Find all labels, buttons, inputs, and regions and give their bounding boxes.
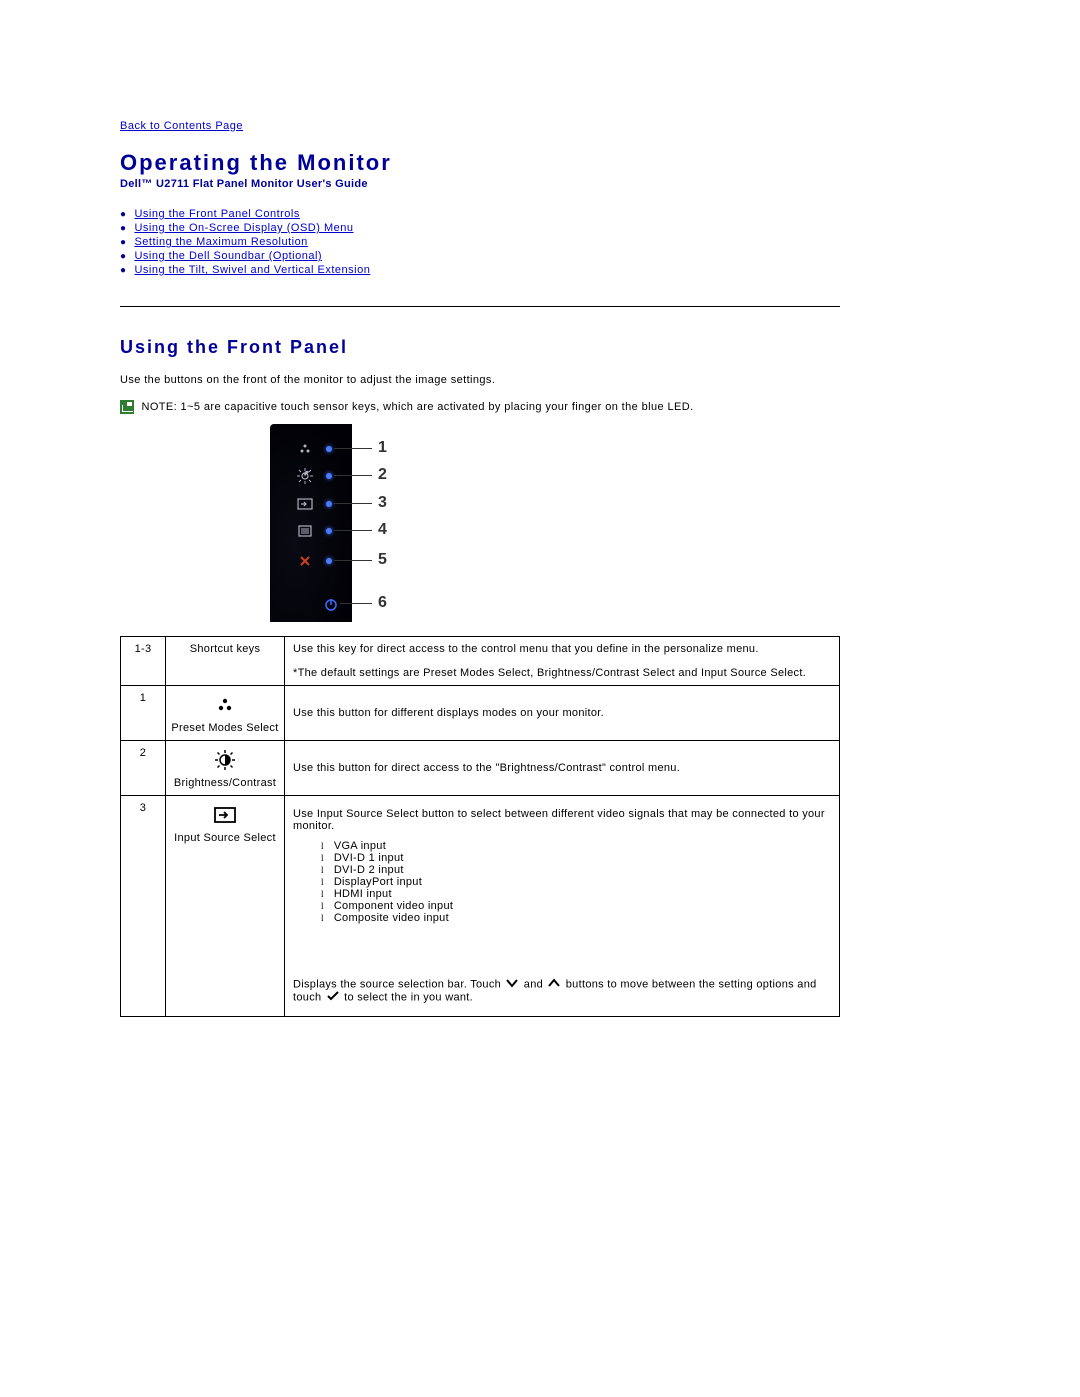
callout-line bbox=[334, 560, 372, 561]
callout-line bbox=[334, 503, 372, 504]
input-source-icon bbox=[170, 804, 280, 826]
callout-number: 2 bbox=[378, 466, 387, 484]
input-item: HDMI input bbox=[321, 888, 831, 900]
down-arrow-icon bbox=[506, 978, 518, 991]
page-subtitle: Dell™ U2711 Flat Panel Monitor User's Gu… bbox=[120, 178, 1040, 190]
input-item: VGA input bbox=[321, 840, 831, 852]
callout-number: 6 bbox=[378, 594, 387, 612]
input-list: VGA input DVI-D 1 input DVI-D 2 input Di… bbox=[321, 840, 831, 924]
page-title: Operating the Monitor bbox=[120, 150, 1040, 176]
panel-btn-brightness-icon bbox=[296, 467, 314, 485]
note: NOTE: 1~5 are capacitive touch sensor ke… bbox=[120, 400, 1040, 414]
panel-btn-menu-icon bbox=[296, 522, 314, 540]
row-label: Input Source Select bbox=[166, 796, 285, 1017]
input-item: DVI-D 2 input bbox=[321, 864, 831, 876]
note-text: 1~5 are capacitive touch sensor keys, wh… bbox=[177, 401, 693, 413]
row-number: 3 bbox=[121, 796, 166, 1017]
callout-number: 1 bbox=[378, 439, 387, 457]
input-item: Component video input bbox=[321, 900, 831, 912]
controls-table: 1-3 Shortcut keys Use this key for direc… bbox=[120, 636, 840, 1017]
row-description: Use this button for direct access to the… bbox=[285, 741, 840, 796]
table-row: 1 Preset Modes Select Use this button fo… bbox=[121, 686, 840, 741]
section-intro: Use the buttons on the front of the moni… bbox=[120, 374, 1040, 386]
toc-list: Using the Front Panel Controls Using the… bbox=[120, 208, 1040, 276]
back-to-contents-link[interactable]: Back to Contents Page bbox=[120, 120, 243, 132]
up-arrow-icon bbox=[548, 978, 560, 991]
callout-line bbox=[334, 475, 372, 476]
toc-link[interactable]: Using the Tilt, Swivel and Vertical Exte… bbox=[134, 264, 370, 276]
brightness-contrast-icon bbox=[170, 749, 280, 771]
callout-line bbox=[334, 448, 372, 449]
panel-btn-preset-icon bbox=[296, 440, 314, 458]
panel-led bbox=[326, 501, 332, 507]
panel-btn-input-icon bbox=[296, 495, 314, 513]
row-description: Use this key for direct access to the co… bbox=[285, 637, 840, 686]
callout-number: 5 bbox=[378, 551, 387, 569]
note-icon bbox=[120, 400, 134, 414]
table-row: 3 Input Source Select Use Input Source S… bbox=[121, 796, 840, 1017]
callout-number: 4 bbox=[378, 521, 387, 539]
row-number: 2 bbox=[121, 741, 166, 796]
callout-number: 3 bbox=[378, 494, 387, 512]
panel-body bbox=[270, 424, 352, 622]
panel-led bbox=[326, 558, 332, 564]
input-item: DisplayPort input bbox=[321, 876, 831, 888]
toc-link[interactable]: Using the Dell Soundbar (Optional) bbox=[134, 250, 322, 262]
callout-line bbox=[334, 530, 372, 531]
panel-led bbox=[326, 446, 332, 452]
row-label: Preset Modes Select bbox=[166, 686, 285, 741]
callout-line bbox=[340, 603, 372, 604]
toc-link[interactable]: Using the On-Scree Display (OSD) Menu bbox=[134, 222, 353, 234]
row-number: 1 bbox=[121, 686, 166, 741]
table-row: 1-3 Shortcut keys Use this key for direc… bbox=[121, 637, 840, 686]
panel-btn-exit-icon bbox=[296, 552, 314, 570]
row-label: Brightness/Contrast bbox=[166, 741, 285, 796]
row-label: Shortcut keys bbox=[166, 637, 285, 686]
panel-btn-power-icon bbox=[322, 596, 340, 614]
toc-link[interactable]: Using the Front Panel Controls bbox=[134, 208, 299, 220]
table-row: 2 Brightness/Contrast Use this button fo… bbox=[121, 741, 840, 796]
section-heading: Using the Front Panel bbox=[120, 337, 1040, 358]
row-description: Use this button for different displays m… bbox=[285, 686, 840, 741]
check-icon bbox=[327, 991, 339, 1004]
input-item: Composite video input bbox=[321, 912, 831, 924]
input-item: DVI-D 1 input bbox=[321, 852, 831, 864]
toc-link[interactable]: Setting the Maximum Resolution bbox=[134, 236, 307, 248]
panel-led bbox=[326, 473, 332, 479]
panel-led bbox=[326, 528, 332, 534]
note-prefix: NOTE: bbox=[141, 401, 177, 413]
row-description: Use Input Source Select button to select… bbox=[285, 796, 840, 1017]
row-number: 1-3 bbox=[121, 637, 166, 686]
divider bbox=[120, 306, 840, 307]
preset-modes-icon bbox=[170, 694, 280, 716]
front-panel-figure: 1 2 3 4 5 6 bbox=[270, 424, 640, 622]
